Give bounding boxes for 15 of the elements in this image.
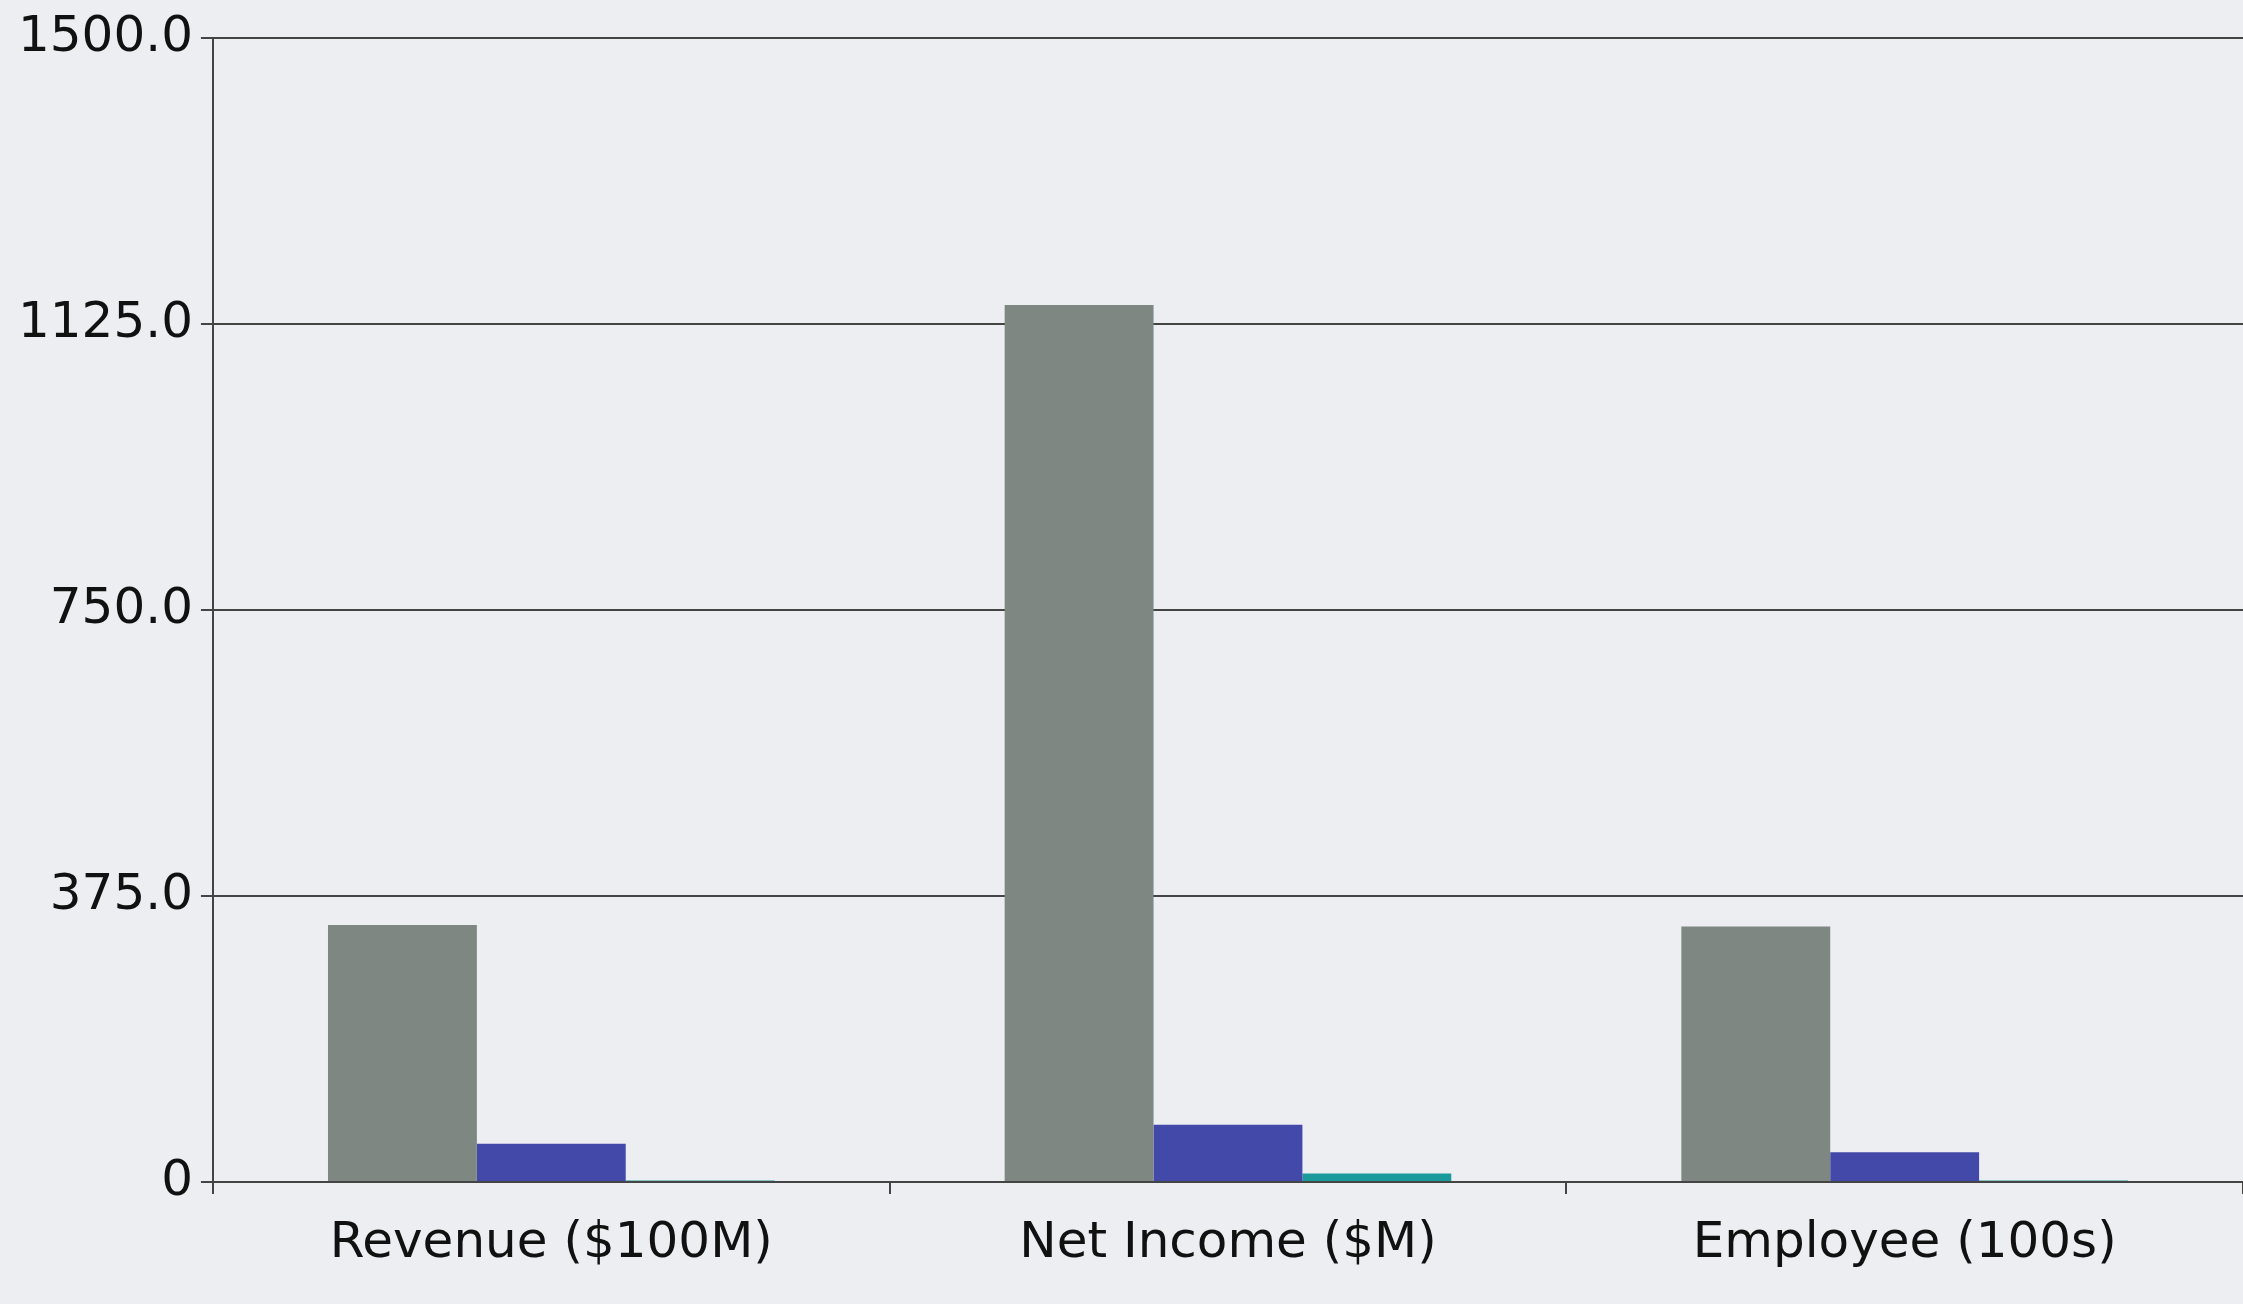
bar xyxy=(1830,1152,1980,1181)
x-tick-label: Net Income ($M) xyxy=(1019,1210,1437,1269)
bar xyxy=(327,924,477,1181)
y-tick-label: 375.0 xyxy=(49,862,193,921)
y-tick-label: 0 xyxy=(161,1148,193,1207)
bar xyxy=(476,1143,626,1181)
bar xyxy=(1302,1173,1452,1181)
bar xyxy=(1004,304,1154,1181)
x-tick-label: Revenue ($100M) xyxy=(329,1210,773,1269)
bar xyxy=(1681,926,1831,1181)
y-tick-label: 1500.0 xyxy=(18,4,193,63)
y-tick-label: 1125.0 xyxy=(18,290,193,349)
bar xyxy=(1153,1124,1303,1181)
y-tick-label: 750.0 xyxy=(49,576,193,635)
x-tick-label: Employee (100s) xyxy=(1692,1210,2117,1269)
